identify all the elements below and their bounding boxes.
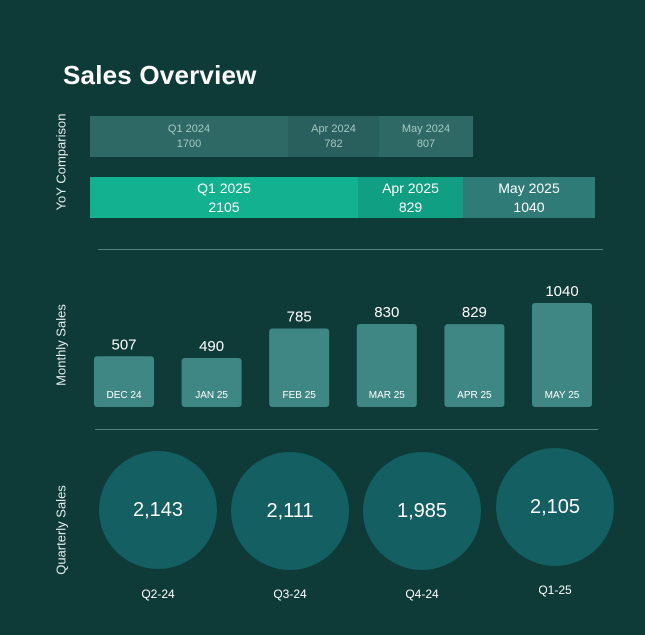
monthly-bar-feb-25 [269, 328, 330, 407]
yoy-2025-apr-value: 829 [398, 198, 423, 215]
quarter-label-q2-24: Q2-24 [141, 587, 175, 601]
yoy-2024-apr-label: Apr 2024 [311, 122, 356, 135]
quarter-label-q1-25: Q1-25 [538, 583, 572, 597]
monthly-value-apr-25: 829 [462, 304, 487, 321]
quarter-value-q4-24: 1,985 [396, 499, 448, 522]
quarter-label-q3-24: Q3-24 [273, 587, 307, 601]
quarter-bubble-q4-24: 1,985 [363, 452, 481, 570]
monthly-value-may-25: 1040 [545, 283, 578, 300]
yoy-2025-q1-segment: Q1 2025 2105 [90, 177, 358, 218]
divider-top [98, 249, 603, 250]
yoy-2024-apr-segment: Apr 2024 782 [288, 116, 379, 157]
yoy-2024-q1-label: Q1 2024 [167, 122, 211, 135]
yoy-2025-may-segment: May 2025 1040 [463, 177, 595, 218]
monthly-bar-apr-25 [444, 324, 505, 407]
quarter-bubble-q1-25: 2,105 [496, 448, 614, 566]
quarter-value-q1-25: 2,105 [529, 495, 581, 518]
quarterly-axis-label: Quarterly Sales [53, 485, 69, 575]
monthly-category-jan-25: JAN 25 [195, 390, 228, 401]
yoy-2025-apr-label: Apr 2025 [382, 179, 439, 196]
monthly-value-mar-25: 830 [374, 304, 399, 321]
yoy-2024-may-value: 807 [416, 137, 436, 150]
quarter-bubble-q2-24: 2,143 [99, 451, 217, 569]
monthly-category-may-25: MAY 25 [545, 390, 580, 401]
monthly-bar-may-25 [532, 303, 592, 407]
divider-bottom [95, 429, 598, 430]
monthly-value-feb-25: 785 [287, 309, 312, 326]
yoy-2024-apr-value: 782 [324, 137, 343, 150]
monthly-category-mar-25: MAR 25 [369, 390, 406, 401]
yoy-2025-may-value: 1040 [513, 198, 545, 215]
page-title: Sales Overview [63, 60, 257, 90]
yoy-2024-may-segment: May 2024 807 [379, 116, 473, 157]
yoy-2025-q1-value: 2105 [208, 198, 240, 215]
monthly-category-apr-25: APR 25 [457, 390, 492, 401]
monthly-value-dec-24: 507 [111, 336, 136, 353]
quarter-label-q4-24: Q4-24 [405, 587, 439, 601]
monthly-bar-dec-24 [94, 356, 154, 407]
monthly-bar-mar-25 [356, 324, 417, 407]
yoy-2025-may-label: May 2025 [498, 179, 560, 196]
quarter-value-q2-24: 2,143 [132, 498, 184, 521]
quarter-bubble-q3-24: 2,111 [231, 452, 349, 570]
monthly-value-jan-25: 490 [199, 338, 224, 355]
yoy-2024-q1-value: 1700 [176, 137, 202, 150]
yoy-2025-q1-label: Q1 2025 [197, 179, 251, 196]
yoy-2024-q1-segment: Q1 2024 1700 [90, 116, 288, 157]
yoy-2024-may-label: May 2024 [401, 122, 451, 135]
yoy-2025-apr-segment: Apr 2025 829 [358, 177, 463, 218]
quarter-value-q3-24: 2,111 [266, 499, 314, 522]
monthly-category-dec-24: DEC 24 [106, 390, 141, 401]
monthly-category-feb-25: FEB 25 [283, 390, 317, 401]
monthly-bar-jan-25 [181, 358, 242, 407]
